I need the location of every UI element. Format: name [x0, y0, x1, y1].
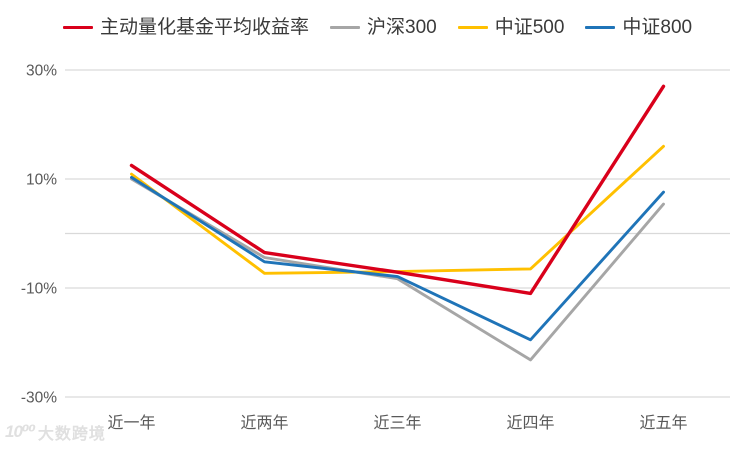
- legend-label: 中证800: [622, 16, 693, 38]
- x-axis-tick-label: 近四年: [506, 414, 554, 432]
- legend-item-csi500: 中证500: [457, 16, 565, 38]
- legend-item-csi800: 中证800: [585, 18, 692, 37]
- legend-label: 沪深300: [367, 16, 437, 38]
- legend-item-active-quant-funds: 主动量化基金平均收益率: [63, 18, 309, 37]
- x-axis-tick-label: 近两年: [240, 414, 288, 432]
- legend: 主动量化基金平均收益率 沪深300 中证500 中证800: [63, 14, 692, 40]
- series-line-沪深300: [130, 177, 665, 362]
- y-axis-tick-label: -30%: [21, 390, 57, 407]
- series-line-中证800: [130, 175, 665, 342]
- watermark-logo-icon: 10⁰⁰: [5, 422, 36, 441]
- x-axis-tick-label: 近三年: [373, 414, 421, 432]
- watermark: 10⁰⁰ 大数跨境: [5, 420, 106, 444]
- watermark-brand-text: 大数跨境: [37, 426, 106, 443]
- legend-item-hs300: 沪深300: [330, 18, 437, 37]
- legend-line-swatch: [457, 25, 488, 29]
- y-axis-tick-label: 30%: [26, 63, 57, 80]
- x-axis-tick-label: 近一年: [107, 414, 155, 432]
- series-line-主动量化基金平均收益率: [129, 84, 666, 296]
- y-axis-tick-label: -10%: [21, 281, 57, 298]
- y-axis-tick-label: 10%: [26, 172, 57, 189]
- legend-line-swatch: [585, 25, 616, 29]
- legend-line-swatch: [63, 25, 93, 29]
- legend-label: 中证500: [494, 16, 565, 38]
- legend-label: 主动量化基金平均收益率: [100, 16, 310, 38]
- x-axis-tick-label: 近五年: [639, 414, 687, 432]
- legend-line-swatch: [330, 25, 361, 29]
